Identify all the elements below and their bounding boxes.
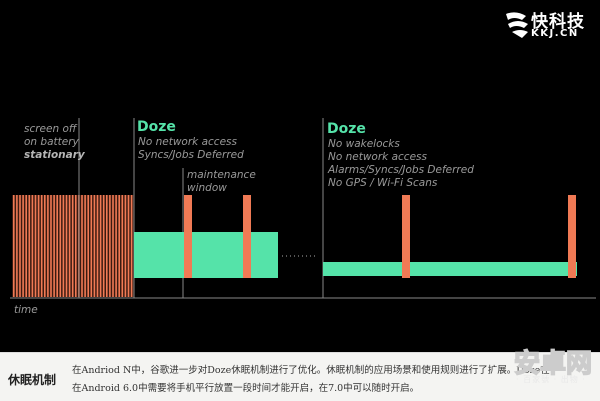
- maintenance-window-bar: [402, 195, 410, 278]
- activity-stripe: [75, 195, 77, 297]
- activity-stripe: [56, 195, 58, 297]
- doze1-title: Doze: [137, 119, 176, 135]
- activity-stripe: [53, 195, 55, 297]
- activity-stripe: [90, 195, 93, 297]
- activity-stripe: [124, 195, 127, 297]
- activity-stripe: [93, 195, 96, 297]
- kkj-logo-icon: [506, 12, 528, 38]
- activity-stripe: [62, 195, 65, 297]
- activity-stripe: [87, 195, 89, 297]
- activity-stripe: [118, 195, 120, 297]
- watermark-logo-icon: 安卓网: [513, 348, 593, 380]
- watermark-sub: · 百家號 · 出物 ·: [516, 375, 586, 384]
- activity-stripe: [50, 195, 52, 297]
- caption-title: 休眠机制: [8, 373, 57, 387]
- activity-stripe: [115, 195, 117, 297]
- maintenance-line2: window: [187, 182, 227, 194]
- activity-stripe: [68, 195, 71, 297]
- activity-stripe: [130, 195, 133, 297]
- activity-stripe: [96, 195, 99, 297]
- activity-stripe: [65, 195, 68, 297]
- activity-stripe: [106, 195, 108, 297]
- doze1-line2: Syncs/Jobs Deferred: [138, 149, 244, 161]
- active-period-stripes: [12, 195, 134, 297]
- activity-stripe: [25, 195, 27, 297]
- activity-stripe: [59, 195, 62, 297]
- activity-stripe: [31, 195, 34, 297]
- caption-line: 在Android 6.0中需要将手机平行放置一段时间才能开启，在7.0中可以随时…: [72, 383, 420, 394]
- activity-stripe: [13, 195, 15, 297]
- label-screen-off: screen off: [24, 123, 78, 135]
- activity-stripe: [121, 195, 124, 297]
- doze2-line: No wakelocks: [328, 138, 400, 150]
- activity-stripe: [40, 195, 43, 297]
- caption-panel: 休眠机制 在Andriod N中，谷歌进一步对Doze休眠机制进行了优化。休眠机…: [0, 352, 600, 401]
- activity-stripe: [84, 195, 86, 297]
- activity-stripe: [44, 195, 46, 297]
- activity-stripe: [81, 195, 83, 297]
- activity-stripe: [112, 195, 114, 297]
- activity-stripe: [109, 195, 111, 297]
- diagram-slide: 快科技 KKJ.CN screen off on battery station…: [10, 12, 596, 316]
- activity-stripe: [37, 195, 40, 297]
- activity-stripe: [19, 195, 21, 297]
- maintenance-window-bar: [184, 195, 192, 278]
- doze-phase1-block: [134, 232, 278, 278]
- logo-domain: KKJ.CN: [531, 28, 579, 39]
- activity-stripe: [127, 195, 130, 297]
- svg-text:安卓网: 安卓网: [514, 349, 592, 379]
- caption-line: 在Andriod N中，谷歌进一步对Doze休眠机制进行了优化。休眠机制的应用场…: [72, 365, 550, 376]
- doze2-line: No network access: [328, 151, 428, 163]
- doze2-title: Doze: [327, 121, 366, 137]
- activity-stripe: [28, 195, 31, 297]
- logo-name: 快科技: [531, 12, 585, 32]
- doze1-line1: No network access: [138, 136, 238, 148]
- activity-stripe: [22, 195, 24, 297]
- doze2-line: No GPS / Wi-Fi Scans: [328, 177, 438, 189]
- activity-stripe: [71, 195, 74, 297]
- activity-stripe: [16, 195, 18, 297]
- doze-phase2-block: [323, 262, 577, 276]
- activity-stripe: [34, 195, 37, 297]
- activity-stripe: [99, 195, 102, 297]
- label-on-battery: on battery: [24, 136, 80, 148]
- maintenance-window-bar: [243, 195, 251, 278]
- maintenance-line1: maintenance: [187, 169, 256, 181]
- doze2-line: Alarms/Syncs/Jobs Deferred: [327, 164, 474, 176]
- doze-diagram: screen off on battery stationary Doze No…: [10, 118, 596, 316]
- label-stationary: stationary: [24, 149, 86, 161]
- time-axis-label: time: [14, 304, 38, 316]
- maintenance-window-bar: [568, 195, 576, 278]
- activity-stripe: [47, 195, 49, 297]
- activity-stripe: [102, 195, 105, 297]
